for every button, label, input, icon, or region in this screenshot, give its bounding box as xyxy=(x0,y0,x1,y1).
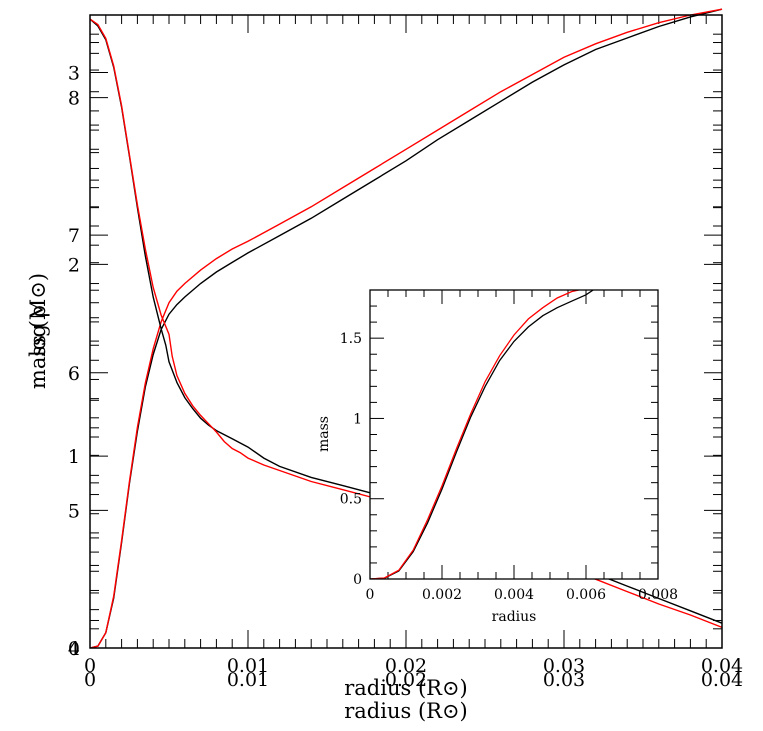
inset-y-tick-label: 1.5 xyxy=(340,331,362,347)
y-tick-label-mass: 2 xyxy=(68,254,80,276)
y-tick-label-density: 6 xyxy=(68,363,80,385)
inset-x-tick-label: 0.002 xyxy=(422,587,462,603)
x-tick-label: 0.04 xyxy=(701,655,743,677)
x-tick-label-layer2: 0.01 xyxy=(227,669,269,691)
y-tick-label-density: 8 xyxy=(68,88,80,110)
x-tick-label: 0 xyxy=(84,655,96,677)
y-axis-title-density: log ρ xyxy=(26,305,50,357)
inset-x-tick-label: 0.006 xyxy=(566,587,606,603)
inset-background xyxy=(370,290,658,579)
inset-x-tick-label: 0 xyxy=(366,587,375,603)
x-tick-label: 0.01 xyxy=(227,655,269,677)
y-tick-label-density: 4 xyxy=(68,638,80,660)
main-ticks xyxy=(89,14,723,649)
x-tick-label: 0.03 xyxy=(543,655,585,677)
y-tick-label-mass: 0 xyxy=(68,638,80,660)
x-tick-label-layer2: 0.03 xyxy=(543,669,585,691)
inset-y-tick-label: 1 xyxy=(353,411,362,427)
inset-y-tick-label: 0.5 xyxy=(340,492,362,508)
inset-x-tick-label: 0.004 xyxy=(494,587,534,603)
x-tick-label-layer2: 0.02 xyxy=(385,669,427,691)
y-tick-label-mass: 3 xyxy=(68,63,80,85)
inset-plot: 0 0.002 0.004 0.006 0.008 0 0.5 1 1.5 xyxy=(340,289,678,603)
y-axis-title-mass: mass (M⊙) xyxy=(26,273,50,389)
inset-mass-line xyxy=(370,290,594,579)
inset-tick-labels: 0 0.002 0.004 0.006 0.008 0 0.5 1 1.5 xyxy=(340,331,678,603)
inset-mass-line xyxy=(370,290,579,579)
x-axis-title: radius (R⊙) xyxy=(344,676,468,700)
inset-x-tick-label: 0.008 xyxy=(638,587,678,603)
inset-plot-frame xyxy=(369,289,659,580)
main-plot-frame xyxy=(89,14,723,649)
y-tick-label-density: 7 xyxy=(68,225,80,247)
x-tick-label-layer2: 0 xyxy=(84,669,96,691)
inset-x-axis-title: radius xyxy=(492,609,537,625)
inset-y-tick-label: 0 xyxy=(353,572,362,588)
y-tick-label-mass: 1 xyxy=(68,446,80,468)
mass-profile-line xyxy=(89,8,723,649)
x-tick-label-layer2: 0.04 xyxy=(701,669,743,691)
x-axis-title-layer2: radius (R⊙) xyxy=(344,699,468,723)
y-tick-label-density: 5 xyxy=(68,500,80,522)
inset-y-axis-title: mass xyxy=(316,416,332,452)
main-tick-labels: 0 0.01 0.02 0.03 0.04 0 0.01 0.02 0.03 0.04 0 1 2 3 4 5… xyxy=(68,63,743,691)
x-tick-label: 0.02 xyxy=(385,655,427,677)
inset-curves xyxy=(370,290,594,579)
